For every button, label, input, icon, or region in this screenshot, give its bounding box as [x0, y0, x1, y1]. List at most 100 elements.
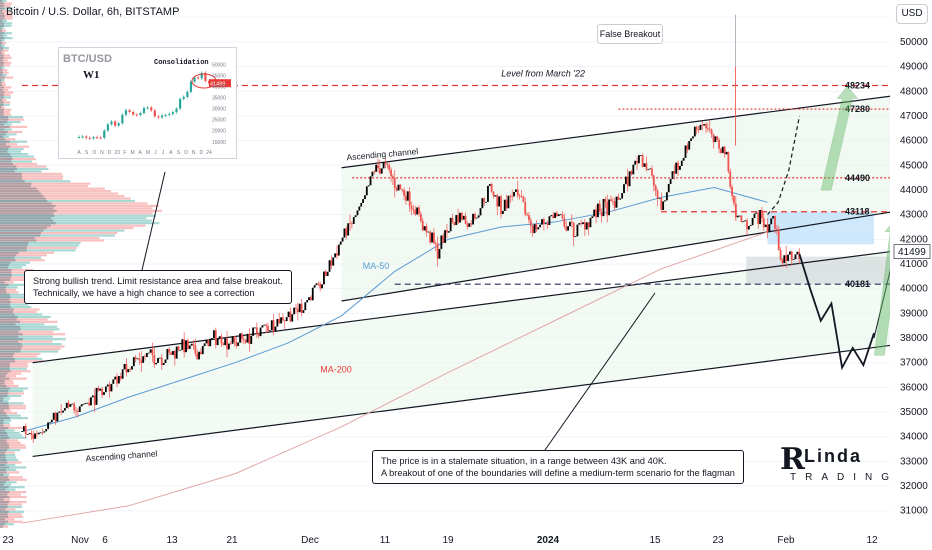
volume-bar-core [0, 466, 10, 469]
candle-body [520, 196, 523, 198]
candle-body [414, 209, 417, 215]
candle-body [254, 327, 256, 329]
volume-bar-core [0, 61, 4, 64]
inset-candle [124, 110, 128, 115]
candle-body [636, 160, 638, 164]
volume-bar-core [0, 441, 8, 444]
candle-body [263, 324, 266, 326]
candle-body [453, 222, 456, 225]
volume-bar [0, 293, 29, 296]
candle-body [99, 388, 102, 391]
volume-bar [0, 414, 21, 417]
volume-bar-core [0, 335, 19, 338]
volume-bar-core [0, 409, 4, 412]
candle-body [118, 376, 120, 384]
candle-body [147, 352, 150, 354]
candle-body [272, 320, 275, 332]
candle-body [753, 213, 756, 218]
volume-bar-core [0, 162, 13, 166]
volume-bar [0, 325, 58, 328]
candle-body [265, 324, 268, 326]
candle-body [369, 176, 372, 186]
volume-bar-core [0, 451, 6, 454]
currency-button[interactable]: USD [896, 4, 928, 24]
inset-x-tick: O [184, 150, 188, 156]
note-pointer [141, 171, 166, 271]
volume-bar [0, 78, 5, 82]
candle-body [341, 237, 344, 242]
candle-body [742, 221, 745, 223]
candle-body [110, 383, 113, 392]
candle-body [537, 227, 540, 230]
price-tick: 34000 [900, 432, 928, 443]
volume-bar [0, 155, 34, 158]
candle-body [446, 230, 448, 233]
volume-bar [0, 74, 7, 77]
candle-body [548, 216, 551, 225]
volume-bar-core [0, 394, 8, 397]
volume-bar-core [0, 370, 11, 373]
candle-body [334, 253, 337, 258]
volume-bar [0, 454, 16, 457]
volume-bar [0, 426, 24, 430]
candle-body [774, 216, 776, 229]
volume-bar-core [0, 286, 7, 289]
volume-bar [0, 241, 81, 245]
volume-bar-core [0, 495, 10, 499]
volume-bar [0, 340, 53, 343]
volume-bar [0, 417, 28, 420]
volume-bar [0, 0, 7, 3]
volume-bar [0, 409, 11, 412]
note-line: Strong bullish trend. Limit resistance a… [33, 276, 283, 286]
candle-body [248, 333, 251, 344]
volume-bar-core [0, 266, 8, 269]
volume-bar [0, 182, 91, 185]
candle-body [123, 363, 126, 370]
inset-candle [175, 108, 178, 113]
candle-body [434, 243, 437, 245]
volume-bar-core [0, 103, 4, 106]
inset-y-tick: 20000 [212, 129, 226, 135]
volume-bar-core [0, 56, 5, 59]
inset-candle [197, 77, 200, 79]
candle-body [490, 184, 493, 192]
volume-bar [0, 138, 16, 141]
volume-bar [0, 305, 32, 309]
candle-body [488, 184, 491, 186]
price-level-label: 48234 [845, 81, 870, 91]
candle-body [308, 297, 310, 301]
candle-body [628, 171, 631, 187]
volume-bar-core [0, 518, 6, 521]
candle-body [788, 251, 791, 255]
candle-body [706, 128, 709, 130]
volume-bar [0, 22, 13, 25]
candle-body [239, 333, 241, 343]
candle-body [84, 403, 87, 404]
candle-body [47, 422, 49, 430]
volume-bar-core [0, 429, 6, 432]
note-pointer [544, 292, 656, 451]
volume-bar [0, 342, 62, 346]
candle-body [660, 198, 663, 211]
candle-body [268, 330, 271, 332]
logo-word: Linda [804, 446, 862, 466]
candle-body [255, 327, 258, 334]
volume-bar-core [0, 12, 5, 15]
inset-candle [103, 130, 106, 138]
volume-bar-core [0, 234, 41, 237]
candle-body [587, 222, 590, 228]
volume-bar [0, 125, 28, 129]
volume-bar [0, 503, 22, 506]
volume-bar-core [0, 165, 17, 168]
candle-body [759, 209, 761, 225]
candle-body [82, 403, 85, 405]
volume-bar-core [0, 98, 3, 101]
false-breakout-label: False Breakout [597, 24, 663, 44]
volume-bar [0, 323, 45, 326]
candle-body [440, 235, 443, 249]
candle-body [611, 201, 614, 202]
inset-consolidation-label: Consolidation [154, 59, 209, 67]
candle-body [343, 228, 346, 238]
price-tick: 35000 [900, 407, 928, 418]
